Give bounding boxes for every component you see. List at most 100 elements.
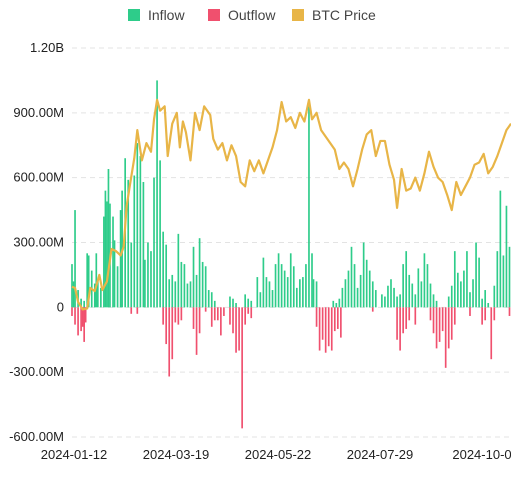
inflow-bar <box>505 205 508 308</box>
legend-item-price[interactable]: BTC Price <box>292 7 376 23</box>
outflow-bar <box>371 307 374 312</box>
outflow-bar <box>171 307 174 360</box>
legend-label: Inflow <box>148 7 185 23</box>
inflow-bar <box>508 246 511 308</box>
inflow-bar <box>481 298 483 308</box>
inflow-bar <box>104 190 107 308</box>
inflow-bar <box>308 106 310 308</box>
inflow-bar <box>210 292 213 308</box>
inflow-bar <box>119 210 122 308</box>
inflow-bar <box>420 281 423 308</box>
outflow-bar <box>241 307 243 429</box>
outflow-bar <box>402 307 404 334</box>
inflow-bar <box>457 272 459 308</box>
inflow-bar <box>435 300 438 308</box>
outflow-bar <box>315 307 318 327</box>
inflow-bar <box>268 281 271 308</box>
inflow-bar <box>136 143 139 308</box>
inflow-bar <box>475 242 477 308</box>
inflow-bar <box>447 296 450 308</box>
inflow-bar <box>112 216 114 308</box>
legend-item-inflow[interactable]: Inflow <box>128 7 185 23</box>
inflow-bar <box>362 242 365 308</box>
outflow-bar <box>330 307 333 351</box>
inflow-bar <box>499 190 502 308</box>
inflow-bar <box>183 264 186 308</box>
inflow-bar <box>283 270 286 308</box>
legend[interactable]: Inflow Outflow BTC Price <box>128 7 376 23</box>
inflow-bar <box>453 251 456 308</box>
outflow-bar <box>216 307 219 321</box>
outflow-bar <box>453 307 456 325</box>
inflow-bar <box>180 261 183 308</box>
outflow-bar <box>321 307 324 340</box>
outflow-bar <box>84 307 87 323</box>
inflow-bar <box>127 179 130 308</box>
inflow-bar <box>72 281 75 308</box>
legend-item-outflow[interactable]: Outflow <box>208 7 276 23</box>
inflow-bar <box>271 290 274 308</box>
inflow-bar <box>93 283 96 308</box>
outflow-bar <box>469 307 471 316</box>
outflow-bar <box>318 307 321 351</box>
inflow-bar <box>311 253 313 308</box>
inflow-bar <box>201 261 204 308</box>
outflow-bar <box>435 307 438 349</box>
outflow-bar <box>180 307 183 321</box>
outflow-bar <box>250 307 253 319</box>
inflow-bar <box>450 285 453 308</box>
inflow-bar <box>393 287 395 308</box>
inflow-bar <box>374 290 377 308</box>
inflow-bar <box>74 210 76 308</box>
inflow-bar <box>83 300 85 308</box>
inflow-bar <box>274 264 277 308</box>
inflow-bar <box>423 253 426 308</box>
inflow-bar <box>417 268 420 308</box>
inflow-bar <box>165 244 168 308</box>
x-tick-label: 2024-07-29 <box>347 447 414 462</box>
inflow-bar <box>265 277 268 308</box>
inflow-bar <box>256 277 259 308</box>
outflow-bar <box>177 307 180 325</box>
inflow-bar <box>493 285 496 308</box>
inflow-bar <box>153 177 155 308</box>
inflow-bar <box>463 270 465 308</box>
inflow-bar <box>371 281 374 308</box>
outflow-bar <box>192 307 195 329</box>
outflow-bar <box>333 307 336 332</box>
outflow-bar <box>493 307 496 321</box>
inflow-bar <box>426 264 429 308</box>
outflow-bar <box>508 307 511 316</box>
outflow-bar <box>210 307 213 327</box>
outflow-bar <box>198 307 201 334</box>
outflow-bar <box>490 307 493 360</box>
legend-swatch-inflow <box>128 9 140 21</box>
legend-swatch-price <box>292 9 304 21</box>
y-axis-labels: 1.20B 900.00M 600.00M 300.00M 0 -300.00M -600.… <box>9 40 64 444</box>
outflow-bar <box>481 307 483 325</box>
outflow-bar <box>71 307 73 316</box>
outflow-bar <box>450 307 453 340</box>
btc-price-line <box>71 98 511 311</box>
x-tick-label: 2024-05-22 <box>245 447 312 462</box>
inflow-bar <box>399 294 401 308</box>
inflow-bar <box>198 238 201 308</box>
inflow-bar <box>502 255 505 308</box>
outflow-bar <box>235 307 237 353</box>
inflow-bar <box>387 285 389 308</box>
outflow-bar <box>220 307 222 336</box>
inflow-bar <box>139 156 142 308</box>
inflow-bar <box>195 274 198 308</box>
inflow-bar <box>204 266 207 308</box>
inflow-bar <box>472 279 474 308</box>
x-axis-labels: 2024-01-12 2024-03-19 2024-05-22 2024-07-29… <box>41 447 511 462</box>
outflow-bar <box>399 307 401 351</box>
inflow-bar <box>107 169 110 308</box>
x-tick-label: 2024-10-0 <box>452 447 511 462</box>
inflow-bar <box>292 266 295 308</box>
outflow-bar <box>74 307 76 325</box>
inflow-bar <box>478 257 480 308</box>
legend-label: Outflow <box>228 7 276 23</box>
